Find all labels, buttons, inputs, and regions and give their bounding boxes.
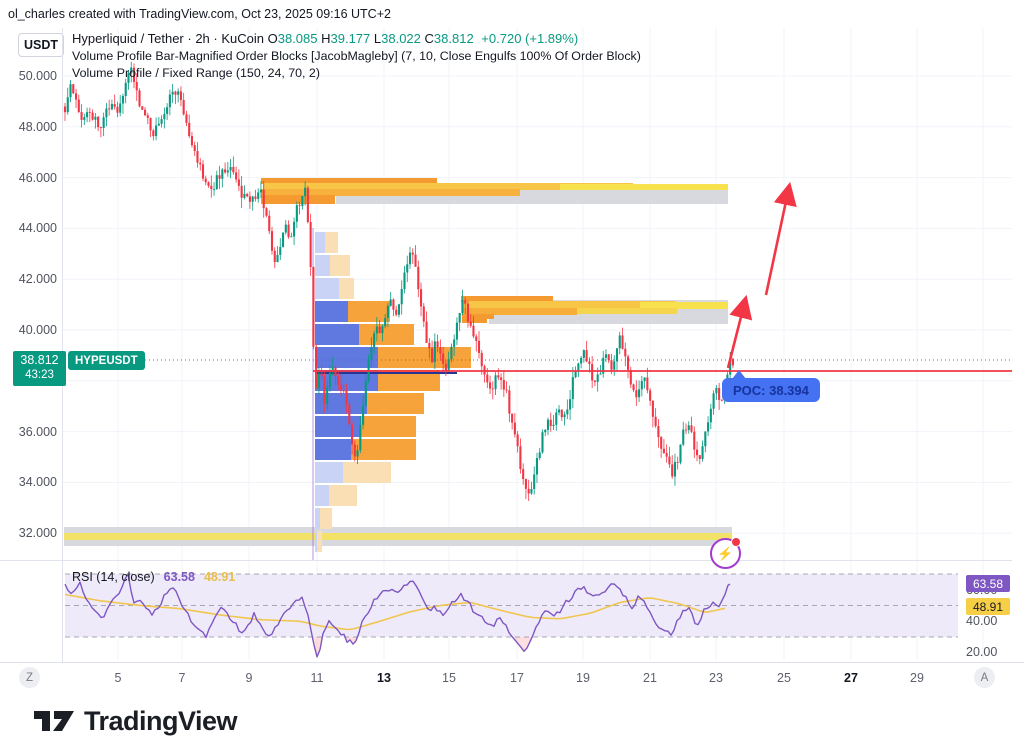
rsi-ma-value: 48.91 [203,570,236,584]
time-tick-label: 13 [377,671,391,685]
price-tick-label: 48.000 [18,119,57,134]
close-value: 38.812 [433,31,474,46]
rsi-scale-label: 20.00 [966,645,998,659]
time-axis-separator [0,662,1024,663]
low-value: 38.022 [381,31,421,46]
chart-legend: Hyperliquid / Tether · 2h · KuCoin O38.0… [72,31,641,81]
rsi-value-badge: 63.58 [966,575,1010,592]
tradingview-logo-text: TradingView [84,705,238,736]
time-tick-label: 7 [178,671,186,685]
symbol-title: Hyperliquid / Tether · 2h · KuCoin [72,31,264,46]
currency-badge: USDT [18,33,64,57]
time-axis[interactable]: 5 7 9 11 13 15 17 19 21 23 25 27 29 [0,663,1012,695]
time-tick-label: 11 [310,671,324,685]
timezone-button[interactable]: Z [19,667,40,688]
indicator-legend-order-blocks[interactable]: Volume Profile Bar-Magnified Order Block… [72,49,641,63]
rsi-legend[interactable]: RSI (14, close) 63.58 48.91 [72,570,235,584]
tradingview-logo[interactable]: TradingView [33,704,238,738]
rsi-value: 63.58 [163,570,195,584]
time-tick-label: 25 [777,671,791,685]
rsi-ma-badge: 48.91 [966,598,1010,615]
poc-tooltip: POC: 38.394 [722,370,820,402]
time-tick-label: 19 [576,671,590,685]
notification-dot [731,537,741,547]
tradingview-logo-icon [34,711,74,731]
rsi-title: RSI (14, close) [72,570,155,584]
price-tick-label: 36.000 [18,424,57,439]
price-tick-label: 34.000 [18,475,57,490]
indicator-legend-volume-profile[interactable]: Volume Profile / Fixed Range (150, 24, 7… [72,66,320,80]
current-price-value: 38.812 [20,353,59,367]
time-tick-label: 17 [510,671,524,685]
time-tick-label: 21 [643,671,657,685]
time-tick-label: 23 [709,671,723,685]
price-tick-label: 40.000 [18,323,57,337]
price-tick-label: 44.000 [18,221,57,236]
flash-alert-button[interactable]: ⚡ [710,537,741,569]
time-tick-label: 15 [442,671,456,685]
time-tick-label: 5 [114,671,122,685]
time-tick-label: 9 [245,671,253,685]
rsi-scale-label: 40.00 [966,614,998,628]
time-tick-label: 27 [844,671,858,685]
change-value: +0.720 (+1.89%) [481,31,579,46]
symbol-legend-row[interactable]: Hyperliquid / Tether · 2h · KuCoin O38.0… [72,31,579,46]
current-price-flag: 38.812 43:23 [13,351,66,386]
price-tick-label: 32.000 [18,526,57,541]
time-tick-label: 29 [910,671,924,685]
open-value: 38.085 [277,31,318,46]
price-axis-border [62,28,63,662]
bar-countdown: 43:23 [25,369,54,381]
pane-separator[interactable] [0,560,1012,561]
attribution-text: ol_charles created with TradingView.com,… [8,7,391,21]
symbol-price-label: HYPEUSDT [68,351,145,370]
price-axis[interactable]: 50.00048.00046.00044.00042.00040.00038.0… [0,28,62,662]
price-tick-label: 50.000 [18,69,57,83]
price-tick-label: 46.000 [18,170,57,185]
lightning-icon: ⚡ [717,545,734,561]
high-value: 39.177 [330,31,371,46]
price-tick-label: 42.000 [18,272,57,287]
auto-scale-button[interactable]: A [974,667,995,688]
